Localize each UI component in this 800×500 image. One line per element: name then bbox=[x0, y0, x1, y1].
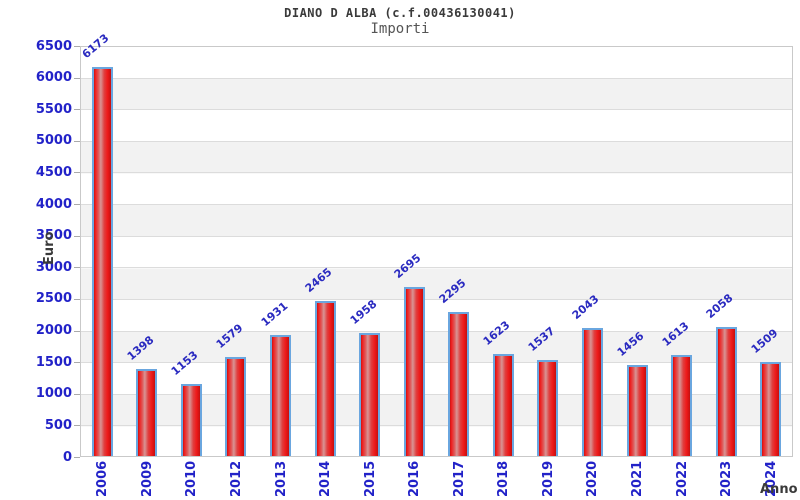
y-axis-tick-label: 2500 bbox=[35, 291, 72, 307]
gridline bbox=[81, 267, 792, 268]
x-axis-title: Anno bbox=[760, 482, 798, 497]
y-axis-tick-label: 1500 bbox=[35, 354, 72, 370]
gridline bbox=[81, 141, 792, 142]
y-axis-tick bbox=[74, 362, 80, 363]
x-axis-tick-label: 2014 bbox=[318, 460, 334, 497]
gridline bbox=[81, 109, 792, 110]
gridline bbox=[81, 299, 792, 300]
y-axis-tick bbox=[74, 141, 80, 142]
bar-2022 bbox=[671, 355, 693, 456]
x-axis-tick-label: 2015 bbox=[362, 460, 378, 497]
y-axis-tick-label: 5000 bbox=[35, 133, 72, 149]
gridline bbox=[81, 204, 792, 205]
bar-2018 bbox=[492, 354, 514, 456]
y-axis-tick-label: 3000 bbox=[35, 259, 72, 275]
y-axis-tick bbox=[74, 172, 80, 173]
x-axis-tick-label: 2009 bbox=[139, 460, 155, 497]
x-axis-tick-label: 2018 bbox=[496, 460, 512, 497]
x-axis-tick-label: 2016 bbox=[407, 460, 423, 497]
x-axis-tick-label: 2013 bbox=[273, 460, 289, 497]
gridline bbox=[81, 362, 792, 363]
bar-2016 bbox=[403, 286, 425, 456]
y-axis-tick bbox=[74, 204, 80, 205]
y-axis-tick-label: 0 bbox=[62, 449, 72, 465]
y-axis-tick-label: 3500 bbox=[35, 228, 72, 244]
y-axis-tick-label: 4500 bbox=[35, 164, 72, 180]
bar-2014 bbox=[314, 301, 336, 456]
bar-2024 bbox=[760, 361, 782, 456]
y-axis-title: Euro bbox=[42, 231, 57, 265]
y-axis-tick bbox=[74, 78, 80, 79]
y-axis-tick bbox=[74, 457, 80, 458]
y-axis-tick bbox=[74, 425, 80, 426]
y-axis-tick-label: 5500 bbox=[35, 101, 72, 117]
y-axis-tick bbox=[74, 109, 80, 110]
bar-2012 bbox=[225, 357, 247, 456]
y-axis-tick bbox=[74, 236, 80, 237]
bar-2023 bbox=[715, 326, 737, 456]
gridline bbox=[81, 425, 792, 426]
bar-2009 bbox=[136, 368, 158, 456]
x-axis-tick-label: 2020 bbox=[585, 460, 601, 497]
y-axis-tick-label: 1000 bbox=[35, 386, 72, 402]
gridline bbox=[81, 172, 792, 173]
x-axis-tick-label: 2021 bbox=[630, 460, 646, 497]
gridline bbox=[81, 394, 792, 395]
y-axis-tick-label: 500 bbox=[44, 417, 72, 433]
y-axis-tick-label: 6000 bbox=[35, 70, 72, 86]
gridline bbox=[81, 236, 792, 237]
y-axis-tick bbox=[74, 299, 80, 300]
y-axis-tick-label: 4000 bbox=[35, 196, 72, 212]
x-axis-tick-label: 2012 bbox=[228, 460, 244, 497]
y-axis-tick-label: 6500 bbox=[35, 38, 72, 54]
bar-2010 bbox=[180, 384, 202, 456]
y-axis-tick bbox=[74, 267, 80, 268]
gridline bbox=[81, 78, 792, 79]
y-axis-tick-label: 2000 bbox=[35, 323, 72, 339]
bar-2019 bbox=[537, 359, 559, 456]
x-axis-tick-label: 2017 bbox=[451, 460, 467, 497]
y-axis-tick bbox=[74, 46, 80, 47]
y-axis-tick bbox=[74, 394, 80, 395]
x-axis-tick-label: 2010 bbox=[184, 460, 200, 497]
bar-2015 bbox=[359, 333, 381, 456]
x-axis-tick-label: 2023 bbox=[719, 460, 735, 497]
gridline bbox=[81, 331, 792, 332]
y-axis-tick bbox=[74, 331, 80, 332]
bar-2021 bbox=[626, 364, 648, 456]
bar-2020 bbox=[581, 327, 603, 456]
chart-title: DIANO D ALBA (c.f.00436130041) bbox=[284, 6, 516, 20]
x-axis-tick-label: 2022 bbox=[674, 460, 690, 497]
bar-2013 bbox=[270, 334, 292, 456]
x-axis-tick-label: 2019 bbox=[540, 460, 556, 497]
bar-2017 bbox=[448, 311, 470, 456]
bar-2006 bbox=[91, 66, 113, 456]
x-axis-tick-label: 2006 bbox=[95, 460, 111, 497]
chart-subtitle: Importi bbox=[370, 21, 430, 37]
